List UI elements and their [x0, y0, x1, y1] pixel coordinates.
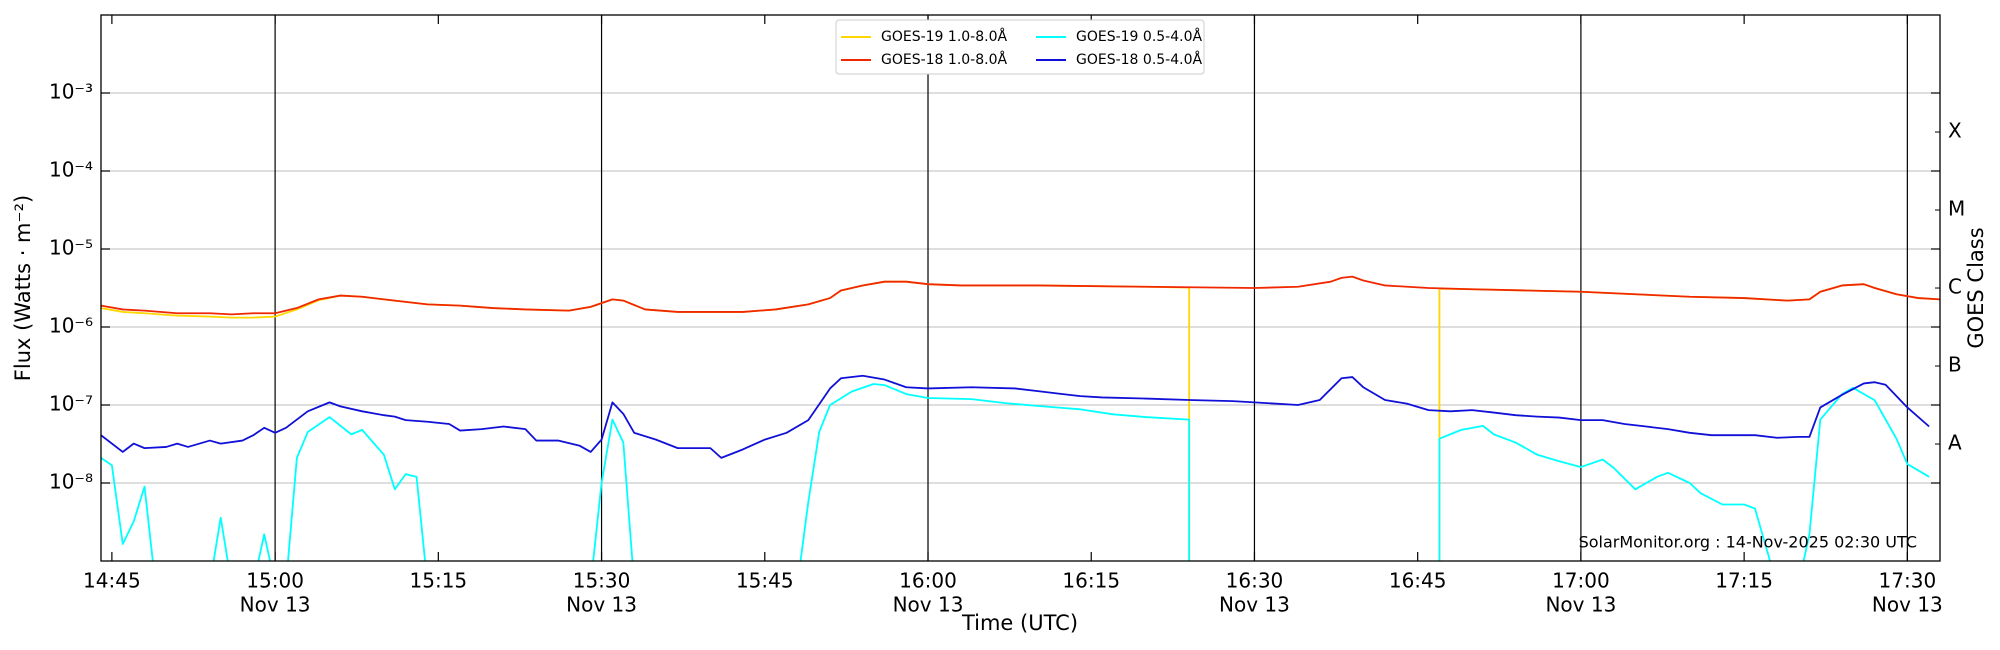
x-tick-label: 15:30	[573, 569, 631, 593]
x-tick-label: 17:15	[1715, 569, 1773, 593]
y-tick-label: 10⁻⁶	[49, 314, 93, 338]
x-tick-label: 15:15	[410, 569, 468, 593]
y-tick-label: 10⁻⁸	[49, 470, 93, 494]
series-line	[101, 374, 1930, 459]
legend-box	[835, 19, 1205, 75]
axes: 10⁻³ 10⁻⁴ 10⁻⁵ 10⁻⁶ 10⁻⁷ 10⁻⁸ X M C B A 14:45 Nov 13…	[49, 15, 1965, 617]
plot-area	[101, 275, 1940, 561]
x-tick-label: 16:45	[1389, 569, 1447, 593]
y2-tick-label: X	[1948, 119, 1962, 143]
x-tick-label: 16:00	[899, 569, 957, 593]
legend-label: GOES-18 1.0-8.0Å	[881, 51, 1007, 68]
legend: GOES-19 1.0-8.0Å GOES-18 1.0-8.0Å GOES-19 …	[835, 19, 1205, 75]
x-tick-date: Nov 13	[1219, 593, 1290, 617]
annotation: SolarMonitor.org : 14-Nov-2025 02:30 UTC	[1579, 533, 1917, 552]
x-tick-label: 17:30	[1879, 569, 1937, 593]
y2-axis-title: GOES Class	[1964, 227, 1988, 348]
y-tick-label: 10⁻⁵	[49, 236, 93, 260]
x-axis-title: Time (UTC)	[961, 611, 1078, 635]
x-tick-date: Nov 13	[1872, 593, 1943, 617]
x-tick-label: 15:45	[736, 569, 794, 593]
y2-tick-label: C	[1948, 275, 1962, 299]
y-tick-label: 10⁻⁴	[49, 158, 93, 182]
legend-label: GOES-18 0.5-4.0Å	[1076, 51, 1202, 68]
legend-label: GOES-19 0.5-4.0Å	[1076, 28, 1202, 45]
y2-tick-label: M	[1948, 197, 1965, 221]
y-axis-title: Flux (Watts · m⁻²)	[11, 195, 35, 381]
y2-tick-label: B	[1948, 353, 1962, 377]
x-tick-date: Nov 13	[893, 593, 964, 617]
y-tick-label: 10⁻⁷	[49, 392, 93, 416]
x-tick-label: 16:30	[1226, 569, 1284, 593]
series-line	[101, 383, 1930, 561]
x-tick-label: 15:00	[246, 569, 304, 593]
x-tick-date: Nov 13	[566, 593, 637, 617]
y-tick-label: 10⁻³	[49, 80, 93, 104]
y2-tick-label: A	[1948, 431, 1962, 455]
x-tick-date: Nov 13	[240, 593, 311, 617]
x-tick-label: 16:15	[1062, 569, 1120, 593]
x-tick-label: 17:00	[1552, 569, 1610, 593]
series-line	[101, 275, 1940, 316]
legend-label: GOES-19 1.0-8.0Å	[881, 28, 1007, 45]
x-tick-label: 14:45	[83, 569, 141, 593]
x-tick-date: Nov 13	[1545, 593, 1616, 617]
